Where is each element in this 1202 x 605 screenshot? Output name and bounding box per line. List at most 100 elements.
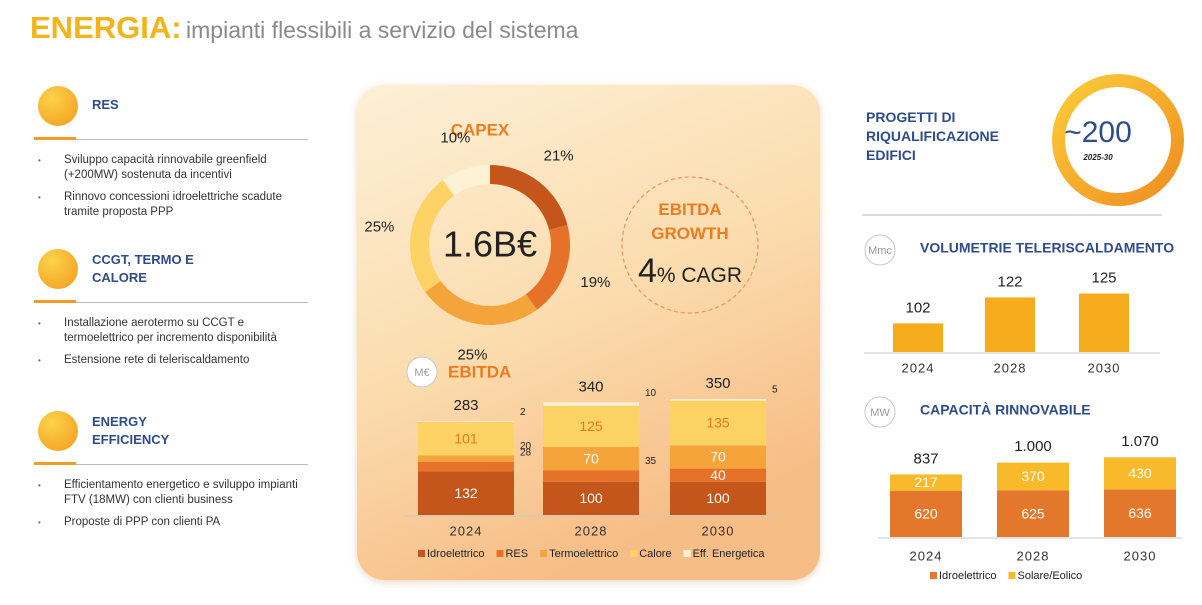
total-label: 340	[578, 378, 603, 395]
bullet: Efficientamento energetico e sviluppo im…	[36, 478, 304, 508]
segment-label: 636	[1128, 505, 1152, 521]
x-tick-label: 2024	[902, 360, 935, 375]
chart-title: CAPACITÀ RINNOVABILE	[920, 402, 1091, 418]
segment-label: 70	[710, 449, 726, 465]
bar-segment	[997, 490, 1069, 537]
section-title: RES	[92, 97, 119, 112]
bar-segment	[543, 481, 639, 515]
growth-circle	[621, 176, 759, 314]
legend-swatch	[930, 572, 937, 579]
donut-slice	[490, 165, 568, 230]
donut-slice	[442, 165, 490, 196]
bar-segment	[670, 445, 766, 469]
segment-label: 625	[1021, 505, 1045, 521]
section-rule	[76, 302, 308, 303]
total-label: 350	[705, 375, 730, 392]
chart-title: VOLUMETRIE TELERISCALDAMENTO	[920, 240, 1174, 256]
chart-title: CAPEX	[451, 120, 510, 139]
unit-badge	[406, 356, 438, 388]
accent-bar	[34, 300, 76, 303]
bullet-list: Installazione aerotermo su CCGT e termoe…	[36, 316, 304, 375]
segment-label: 35	[645, 456, 657, 467]
total-label: 1.000	[1014, 438, 1052, 455]
bar-segment	[418, 471, 514, 515]
section-icon	[38, 411, 78, 451]
legend-swatch	[540, 550, 548, 557]
unit-badge	[864, 234, 896, 266]
segment-label: 40	[710, 467, 726, 483]
bullet: Rinnovo concessioni idroelettriche scadu…	[36, 190, 304, 220]
bullet: Estensione rete di teleriscaldamento	[36, 353, 304, 368]
segment-label: 132	[454, 485, 478, 501]
legend-swatch	[683, 550, 691, 557]
bar-segment	[543, 402, 639, 406]
unit-badge	[864, 396, 896, 428]
total-label: 1.070	[1121, 433, 1159, 450]
value-label: 125	[1091, 269, 1116, 286]
total-label: 283	[453, 397, 478, 414]
slice-label: 21%	[544, 147, 574, 164]
accent-bar	[34, 137, 76, 140]
x-tick-label: 2024	[910, 548, 943, 563]
bar-segment	[543, 447, 639, 471]
bar-segment	[543, 470, 639, 482]
section-rule	[76, 139, 308, 140]
bar	[893, 323, 943, 352]
bullet: Proposte di PPP con clienti PA	[36, 515, 304, 530]
x-tick-label: 2028	[575, 523, 608, 538]
segment-label: 620	[914, 506, 938, 522]
slice-label: 10%	[440, 129, 470, 146]
segment-label: 2	[520, 407, 526, 418]
segment-label: 101	[454, 430, 478, 446]
slice-label: 25%	[457, 347, 487, 364]
bar-segment	[670, 399, 766, 401]
unit-label: Mmc	[868, 245, 892, 257]
segment-label: 100	[706, 490, 730, 506]
section-icon	[38, 86, 78, 126]
segment-label: 125	[579, 418, 603, 434]
legend-swatch	[496, 550, 504, 557]
segment-label: 135	[706, 415, 730, 431]
progetti-inner	[1065, 87, 1171, 193]
bar-segment	[418, 461, 514, 472]
x-tick-label: 2028	[994, 360, 1027, 375]
section-icon	[38, 249, 78, 289]
x-tick-label: 2030	[1088, 360, 1121, 375]
segment-label: 100	[579, 490, 603, 506]
unit-label: MW	[870, 407, 890, 419]
header: ENERGIA: impianti flessibili a servizio …	[30, 10, 578, 46]
x-tick-label: 2024	[450, 523, 483, 538]
progetti-title: PROGETTI DI RIQUALIFICAZIONE EDIFICI	[866, 109, 999, 163]
bar	[985, 297, 1035, 352]
chart-title: EBITDA	[448, 362, 511, 381]
segment-label: 70	[583, 450, 599, 466]
donut-slice	[525, 225, 570, 310]
bar-segment	[543, 405, 639, 448]
bar-segment	[670, 468, 766, 482]
legend-label: Idroelettrico	[427, 548, 484, 560]
legend-swatch	[418, 550, 425, 557]
legend-swatch	[1008, 572, 1016, 579]
x-tick-label: 2030	[1124, 548, 1157, 563]
legend-label: Idroelettrico	[939, 570, 996, 582]
legend-label: Solare/Eolico	[1017, 570, 1082, 582]
section-title: ENERGY EFFICIENCY	[92, 414, 170, 447]
bar-segment	[418, 455, 514, 462]
growth-value: 4	[637, 252, 657, 290]
section-rule	[76, 464, 308, 465]
x-tick-label: 2028	[1017, 548, 1050, 563]
segment-label: 370	[1021, 468, 1045, 484]
segment-label: 217	[914, 474, 938, 490]
legend-label: Eff. Energetica	[693, 548, 766, 560]
donut-center: 1.6B€	[443, 224, 537, 265]
slice-label: 25%	[364, 218, 394, 235]
legend-label: RES	[505, 548, 528, 560]
section-title: CCGT, TERMO E CALORE	[92, 252, 194, 285]
unit-label: M€	[414, 367, 429, 379]
progetti-period: 2025-30	[1082, 153, 1113, 162]
header-title: ENERGIA:	[30, 10, 182, 45]
value-label: 122	[997, 273, 1022, 290]
legend-label: Termoelettrico	[549, 548, 618, 560]
